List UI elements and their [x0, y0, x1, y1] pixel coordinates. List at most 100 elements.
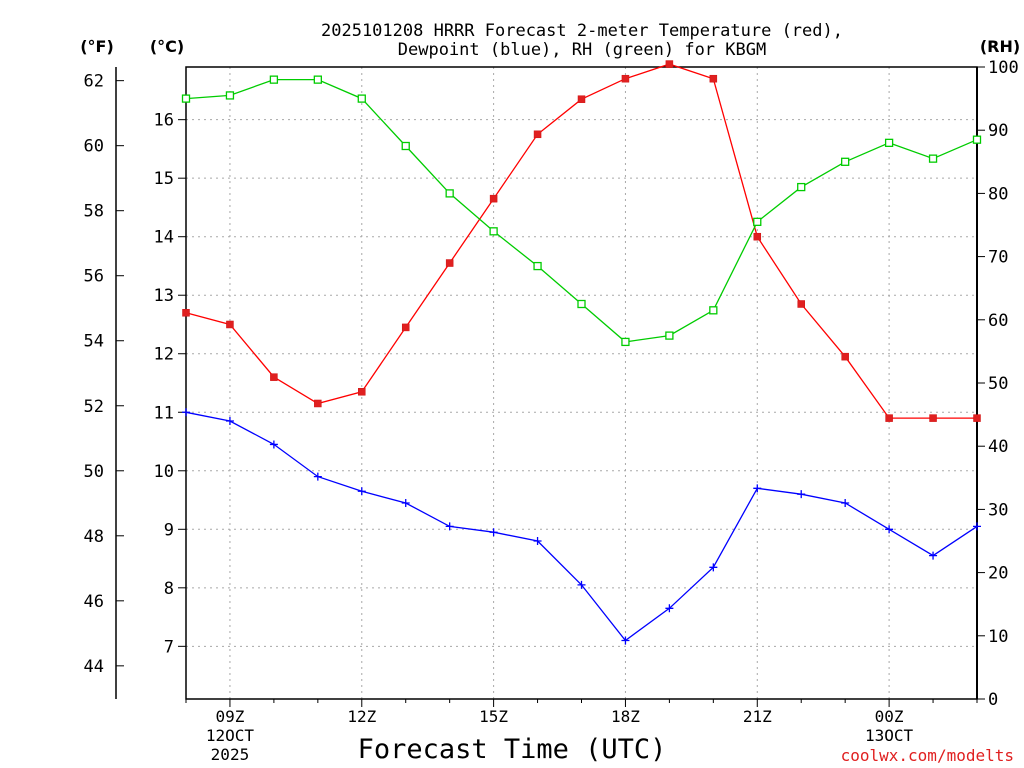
- temperature-point-12: [358, 388, 366, 396]
- dewpoint-point-16: [533, 537, 542, 545]
- rh-tick-label-90: 90: [988, 121, 1008, 141]
- temperature-point-9: [226, 320, 234, 329]
- rh-point-9: [225, 91, 235, 100]
- celsius-tick-label-13: 13: [154, 286, 174, 306]
- rh-point-24: [884, 138, 894, 147]
- dewpoint-point-9: [225, 417, 234, 426]
- temperature-point-22: [797, 300, 805, 308]
- fahrenheit-tick-label-46: 46: [84, 592, 104, 612]
- x-tick-label-12Z: 12Z: [347, 707, 376, 726]
- rh-tick-label-10: 10: [988, 627, 1008, 647]
- rh-tick-label-100: 100: [988, 58, 1019, 78]
- chart-title-line1: 2025101208 HRRR Forecast 2-meter Tempera…: [321, 21, 843, 41]
- temperature-point-16: [533, 130, 542, 139]
- dewpoint-point-12: [357, 487, 366, 496]
- temperature-point-25: [929, 414, 937, 422]
- temperature-point-14: [445, 259, 454, 267]
- fahrenheit-tick-label-52: 52: [84, 397, 104, 417]
- rh-point-19: [665, 331, 674, 340]
- rh-point-22: [797, 182, 806, 192]
- rh-point-17: [577, 299, 586, 309]
- temperature-point-23: [841, 352, 849, 361]
- data-series: [181, 60, 982, 645]
- dewpoint-point-13: [401, 498, 410, 507]
- rh-tick-label-40: 40: [988, 437, 1008, 457]
- dewpoint-point-17: [577, 580, 586, 589]
- rh-tick-label-60: 60: [988, 311, 1008, 331]
- dewpoint-point-26: [973, 522, 981, 531]
- dewpoint-point-20: [709, 563, 718, 572]
- celsius-tick-label-15: 15: [154, 169, 174, 189]
- dewpoint-point-15: [489, 528, 498, 537]
- dewpoint-point-14: [445, 522, 454, 531]
- fahrenheit-tick-label-56: 56: [84, 267, 104, 287]
- rh-point-16: [533, 261, 542, 271]
- rh-tick-label-20: 20: [988, 564, 1008, 584]
- temperature-point-10: [270, 373, 278, 381]
- rh-point-25: [928, 154, 938, 163]
- fahrenheit-tick-label-44: 44: [84, 657, 104, 677]
- celsius-tick-label-8: 8: [164, 579, 174, 599]
- celsius-tick-label-14: 14: [154, 228, 174, 248]
- dewpoint-point-19: [665, 604, 674, 613]
- rh-tick-label-70: 70: [988, 248, 1008, 268]
- dewpoint-line: [185, 411, 978, 642]
- rh-unit-label: (RH): [980, 37, 1020, 56]
- temperature-point-26: [973, 414, 981, 422]
- fahrenheit-tick-label-50: 50: [84, 462, 104, 482]
- fahrenheit-unit-label: (°F): [80, 37, 114, 56]
- celsius-tick-label-10: 10: [154, 462, 174, 482]
- celsius-tick-label-11: 11: [154, 403, 174, 423]
- fahrenheit-tick-label-58: 58: [84, 202, 104, 222]
- temperature-point-15: [489, 194, 498, 203]
- plot-frame: [185, 66, 978, 700]
- rh-tick-label-0: 0: [988, 690, 998, 710]
- celsius-tick-label-16: 16: [154, 111, 174, 131]
- series-temperature: [182, 60, 981, 422]
- celsius-tick-label-9: 9: [164, 520, 174, 540]
- rh-tick-label-30: 30: [988, 500, 1008, 520]
- x-axis-title: Forecast Time (UTC): [358, 734, 667, 765]
- dewpoint-point-25: [929, 551, 938, 560]
- rh-point-18: [621, 337, 630, 347]
- dewpoint-point-8: [182, 408, 190, 417]
- rh-point-8: [181, 94, 191, 103]
- dewpoint-point-18: [621, 636, 630, 645]
- credit-text: coolwx.com/modelts: [841, 746, 1014, 765]
- temperature-point-21: [753, 232, 762, 241]
- x-tick-date-12OCT: 12OCT: [206, 726, 255, 745]
- celsius-tick-label-7: 7: [164, 637, 174, 657]
- rh-point-23: [841, 157, 850, 166]
- temperature-point-20: [709, 74, 718, 83]
- axis-ticks: 44 46 48 50 52 54 56 58 60 62 7 8 9 10 11 12 13 14 15 16 0 10…: [84, 58, 1019, 764]
- temperature-point-17: [577, 95, 586, 103]
- rh-point-26: [972, 135, 982, 144]
- celsius-tick-label-12: 12: [154, 345, 174, 365]
- dewpoint-point-10: [269, 440, 278, 449]
- rh-point-20: [709, 306, 718, 315]
- temperature-point-19: [665, 60, 674, 68]
- rh-point-12: [357, 94, 366, 103]
- chart-title-line2: Dewpoint (blue), RH (green) for KBGM: [398, 40, 766, 60]
- fahrenheit-tick-label-48: 48: [84, 527, 104, 547]
- x-tick-label-00Z: 00Z: [875, 707, 904, 726]
- rh-point-14: [445, 189, 454, 198]
- x-tick-date-13OCT: 13OCT: [865, 726, 914, 745]
- temperature-point-18: [621, 74, 630, 83]
- dewpoint-point-11: [313, 472, 322, 481]
- x-tick-label-21Z: 21Z: [743, 707, 772, 726]
- series-rh: [181, 75, 982, 347]
- temperature-point-8: [182, 309, 190, 317]
- fahrenheit-tick-label-62: 62: [84, 72, 104, 92]
- fahrenheit-tick-label-60: 60: [84, 137, 104, 157]
- rh-point-13: [401, 141, 410, 151]
- rh-point-10: [269, 75, 279, 84]
- dewpoint-point-22: [797, 490, 806, 499]
- rh-point-11: [313, 75, 322, 84]
- x-tick-label-18Z: 18Z: [611, 707, 640, 726]
- temperature-point-11: [314, 399, 322, 408]
- temperature-point-13: [401, 323, 410, 332]
- fahrenheit-tick-label-54: 54: [84, 332, 104, 352]
- x-tick-label-09Z: 09Z: [215, 707, 244, 726]
